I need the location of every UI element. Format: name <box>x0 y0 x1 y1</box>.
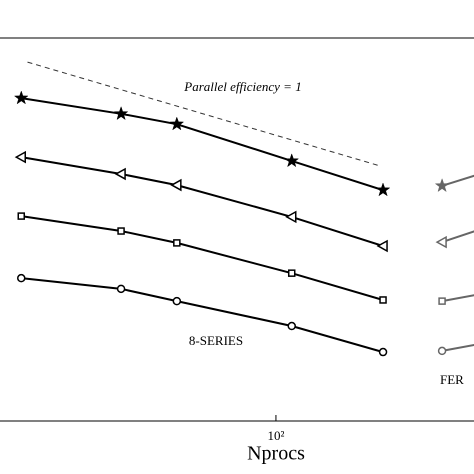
annotation: FER <box>440 372 464 387</box>
annotation: Parallel efficiency = 1 <box>183 79 301 94</box>
marker <box>287 269 296 277</box>
marker <box>13 90 29 105</box>
marker <box>173 239 181 247</box>
series-line <box>21 156 384 247</box>
marker <box>285 210 297 224</box>
reference-line <box>27 61 381 167</box>
marker <box>284 153 300 168</box>
marker <box>434 178 450 193</box>
marker <box>114 167 126 181</box>
annotation: 8-SERIES <box>189 333 243 348</box>
series-line <box>441 294 474 303</box>
series-line <box>441 230 474 244</box>
series-line <box>441 344 474 352</box>
marker <box>113 106 129 121</box>
plot-area <box>13 61 474 357</box>
marker <box>17 273 26 283</box>
marker <box>117 227 125 235</box>
marker <box>375 182 391 197</box>
marker <box>17 212 26 220</box>
marker <box>116 284 126 294</box>
series-line <box>21 97 384 192</box>
marker <box>379 296 387 304</box>
marker <box>438 297 446 305</box>
marker <box>435 235 447 249</box>
marker <box>378 347 388 357</box>
marker <box>287 321 296 331</box>
marker <box>437 346 447 356</box>
series-line <box>441 174 474 187</box>
marker <box>169 116 185 131</box>
x-axis-label: Nprocs <box>247 443 305 465</box>
marker <box>14 150 27 164</box>
x-tick-label: 10² <box>267 428 284 443</box>
marker <box>376 239 388 253</box>
marker <box>172 296 182 306</box>
marker <box>170 178 182 192</box>
